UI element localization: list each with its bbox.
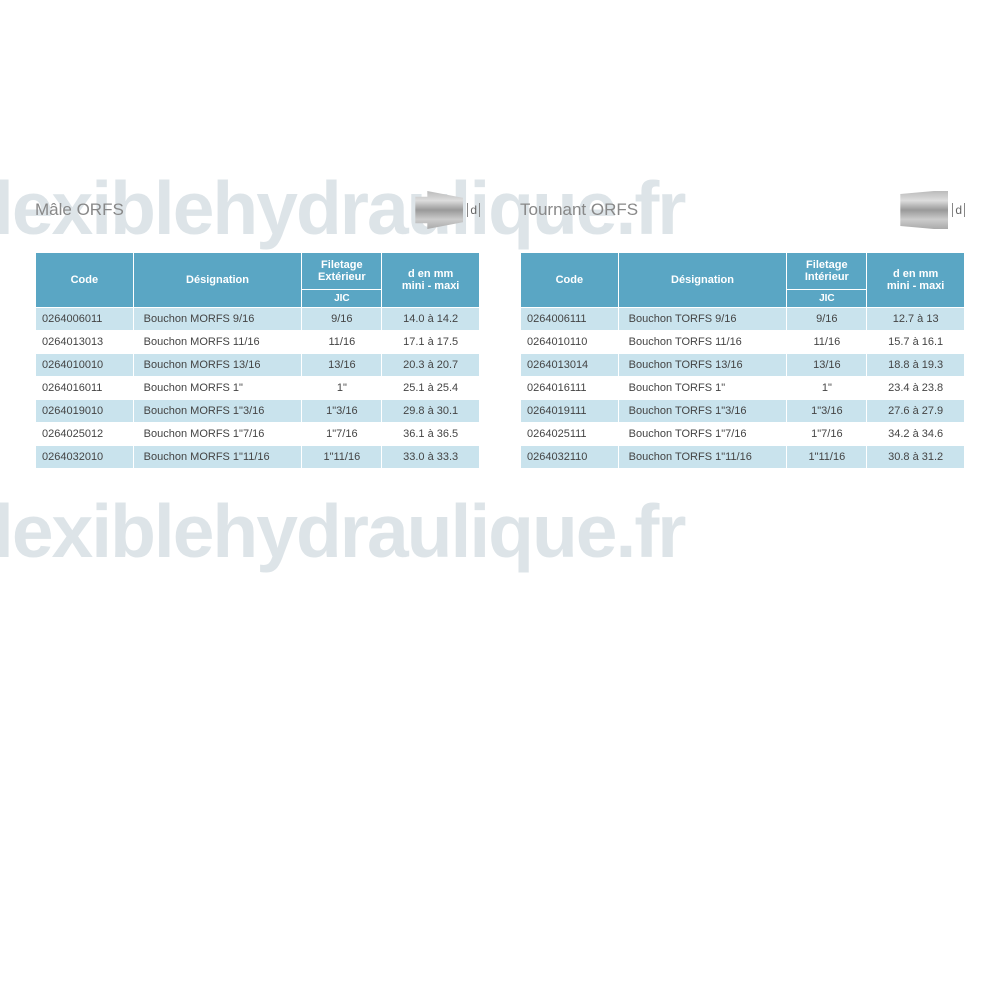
cell-dim: 33.0 à 33.3 [382, 446, 480, 469]
cell-code: 0264019111 [521, 400, 619, 423]
table-row: 0264019010Bouchon MORFS 1"3/161"3/1629.8… [36, 400, 480, 423]
panel-tournant-orfs: Tournant ORFS d Code Désignation Filetag… [520, 180, 965, 469]
cell-designation: Bouchon MORFS 13/16 [133, 354, 302, 377]
cell-thread: 1"7/16 [302, 423, 382, 446]
table-row: 0264025111Bouchon TORFS 1"7/161"7/1634.2… [521, 423, 965, 446]
cell-thread: 1" [787, 377, 867, 400]
cell-thread: 9/16 [787, 308, 867, 331]
panel-title: Mâle ORFS [35, 200, 124, 220]
cell-designation: Bouchon MORFS 11/16 [133, 331, 302, 354]
cell-thread: 1" [302, 377, 382, 400]
cell-code: 0264010010 [36, 354, 134, 377]
cell-code: 0264006011 [36, 308, 134, 331]
fitting-male-icon [415, 191, 463, 229]
table-row: 0264010110Bouchon TORFS 11/1611/1615.7 à… [521, 331, 965, 354]
table-tournant-orfs: Code Désignation Filetage Intérieur d en… [520, 252, 965, 469]
panel-header: Tournant ORFS d [520, 180, 965, 240]
cell-designation: Bouchon TORFS 13/16 [618, 354, 787, 377]
cell-dim: 29.8 à 30.1 [382, 400, 480, 423]
table-row: 0264032110Bouchon TORFS 1"11/161"11/1630… [521, 446, 965, 469]
cell-code: 0264025111 [521, 423, 619, 446]
fitting-female-icon [900, 191, 948, 229]
cell-thread: 1"11/16 [302, 446, 382, 469]
table-male-orfs: Code Désignation Filetage Extérieur d en… [35, 252, 480, 469]
cell-dim: 30.8 à 31.2 [867, 446, 965, 469]
cell-thread: 1"3/16 [787, 400, 867, 423]
table-row: 0264016111Bouchon TORFS 1"1"23.4 à 23.8 [521, 377, 965, 400]
cell-dim: 15.7 à 16.1 [867, 331, 965, 354]
cell-designation: Bouchon MORFS 1"3/16 [133, 400, 302, 423]
th-designation: Désignation [618, 253, 787, 308]
th-thread-sub: JIC [787, 290, 867, 308]
cell-code: 0264019010 [36, 400, 134, 423]
cell-designation: Bouchon TORFS 1" [618, 377, 787, 400]
cell-designation: Bouchon MORFS 1"7/16 [133, 423, 302, 446]
table-row: 0264013014Bouchon TORFS 13/1613/1618.8 à… [521, 354, 965, 377]
cell-code: 0264013014 [521, 354, 619, 377]
table-row: 0264006111Bouchon TORFS 9/169/1612.7 à 1… [521, 308, 965, 331]
table-row: 0264013013Bouchon MORFS 11/1611/1617.1 à… [36, 331, 480, 354]
dim-label: d [467, 203, 480, 217]
cell-dim: 27.6 à 27.9 [867, 400, 965, 423]
cell-dim: 18.8 à 19.3 [867, 354, 965, 377]
cell-designation: Bouchon TORFS 1"11/16 [618, 446, 787, 469]
cell-designation: Bouchon TORFS 1"7/16 [618, 423, 787, 446]
th-thread-top: Filetage Intérieur [787, 253, 867, 290]
cell-code: 0264016111 [521, 377, 619, 400]
fitting-diagram: d [415, 191, 480, 229]
cell-dim: 34.2 à 34.6 [867, 423, 965, 446]
panel-male-orfs: Mâle ORFS d Code Désignation Filetage Ex… [35, 180, 480, 469]
watermark-text: flexiblehydraulique.fr [0, 488, 685, 574]
cell-thread: 1"11/16 [787, 446, 867, 469]
cell-designation: Bouchon MORFS 1" [133, 377, 302, 400]
table-row: 0264019111Bouchon TORFS 1"3/161"3/1627.6… [521, 400, 965, 423]
cell-thread: 1"7/16 [787, 423, 867, 446]
cell-dim: 23.4 à 23.8 [867, 377, 965, 400]
tbody-tournant: 0264006111Bouchon TORFS 9/169/1612.7 à 1… [521, 308, 965, 469]
cell-dim: 14.0 à 14.2 [382, 308, 480, 331]
cell-code: 0264013013 [36, 331, 134, 354]
cell-dim: 20.3 à 20.7 [382, 354, 480, 377]
table-row: 0264016011Bouchon MORFS 1"1"25.1 à 25.4 [36, 377, 480, 400]
cell-dim: 12.7 à 13 [867, 308, 965, 331]
cell-dim: 17.1 à 17.5 [382, 331, 480, 354]
cell-thread: 11/16 [787, 331, 867, 354]
dim-label: d [952, 203, 965, 217]
cell-dim: 36.1 à 36.5 [382, 423, 480, 446]
panel-header: Mâle ORFS d [35, 180, 480, 240]
th-code: Code [521, 253, 619, 308]
cell-designation: Bouchon TORFS 11/16 [618, 331, 787, 354]
cell-designation: Bouchon MORFS 9/16 [133, 308, 302, 331]
tbody-male: 0264006011Bouchon MORFS 9/169/1614.0 à 1… [36, 308, 480, 469]
cell-designation: Bouchon TORFS 9/16 [618, 308, 787, 331]
cell-thread: 13/16 [787, 354, 867, 377]
cell-code: 0264010110 [521, 331, 619, 354]
cell-code: 0264032010 [36, 446, 134, 469]
th-code: Code [36, 253, 134, 308]
cell-designation: Bouchon MORFS 1"11/16 [133, 446, 302, 469]
cell-code: 0264025012 [36, 423, 134, 446]
cell-dim: 25.1 à 25.4 [382, 377, 480, 400]
cell-code: 0264032110 [521, 446, 619, 469]
cell-thread: 9/16 [302, 308, 382, 331]
cell-code: 0264006111 [521, 308, 619, 331]
cell-thread: 13/16 [302, 354, 382, 377]
table-row: 0264006011Bouchon MORFS 9/169/1614.0 à 1… [36, 308, 480, 331]
table-row: 0264032010Bouchon MORFS 1"11/161"11/1633… [36, 446, 480, 469]
cell-thread: 11/16 [302, 331, 382, 354]
th-thread-sub: JIC [302, 290, 382, 308]
panel-title: Tournant ORFS [520, 200, 638, 220]
th-designation: Désignation [133, 253, 302, 308]
table-row: 0264025012Bouchon MORFS 1"7/161"7/1636.1… [36, 423, 480, 446]
cell-code: 0264016011 [36, 377, 134, 400]
table-row: 0264010010Bouchon MORFS 13/1613/1620.3 à… [36, 354, 480, 377]
fitting-diagram: d [900, 191, 965, 229]
content-area: Mâle ORFS d Code Désignation Filetage Ex… [35, 180, 965, 469]
th-dim: d en mm mini - maxi [867, 253, 965, 308]
th-dim: d en mm mini - maxi [382, 253, 480, 308]
th-thread-top: Filetage Extérieur [302, 253, 382, 290]
cell-designation: Bouchon TORFS 1"3/16 [618, 400, 787, 423]
cell-thread: 1"3/16 [302, 400, 382, 423]
